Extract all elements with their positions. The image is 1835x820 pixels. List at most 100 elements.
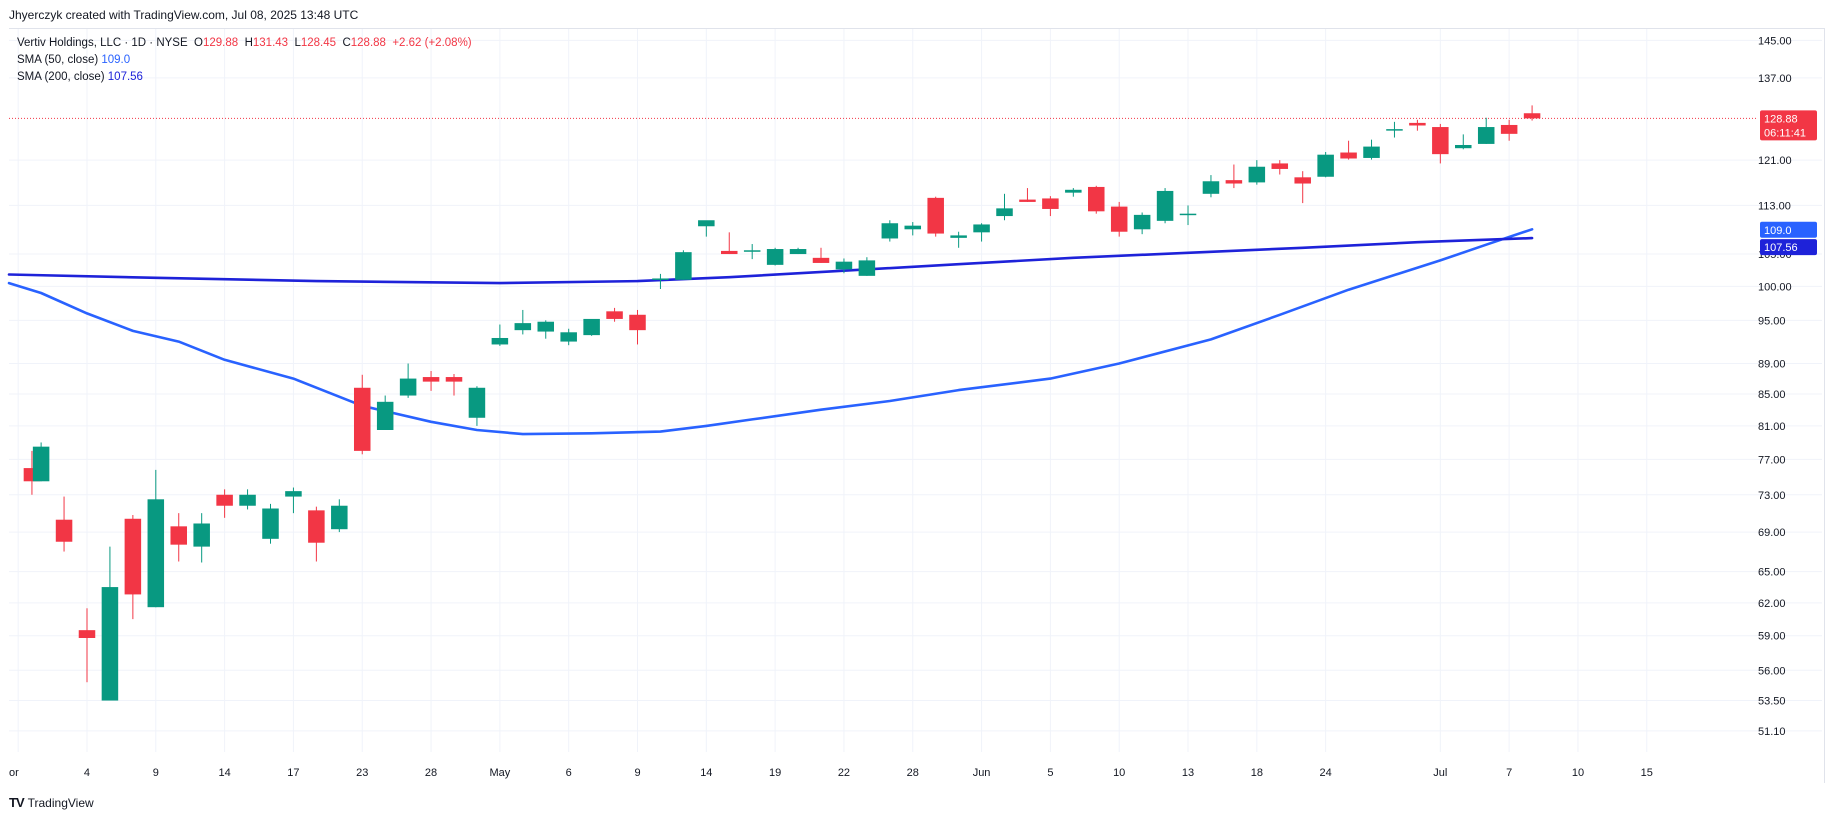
candle bbox=[101, 546, 119, 701]
last-price-tag-text: 06:11:41 bbox=[1764, 127, 1806, 139]
candle-body bbox=[904, 225, 922, 230]
y-tick-label: 81.00 bbox=[1758, 421, 1786, 433]
candle-body bbox=[1065, 189, 1082, 193]
candle-body bbox=[262, 508, 279, 539]
x-tick-label: 15 bbox=[1641, 767, 1653, 779]
legend-change: +2.62 (+2.08%) bbox=[392, 37, 472, 49]
candle-body bbox=[1317, 154, 1334, 177]
candle bbox=[904, 222, 922, 236]
tradingview-brand[interactable]: TV TradingView bbox=[9, 795, 94, 810]
candle-body bbox=[1133, 214, 1151, 230]
candle-body bbox=[331, 505, 348, 530]
candle-body bbox=[1455, 144, 1472, 149]
candle bbox=[239, 489, 256, 510]
candle bbox=[698, 220, 715, 237]
candle bbox=[55, 496, 73, 552]
candle bbox=[537, 320, 555, 339]
candle-body bbox=[1271, 163, 1289, 169]
candle bbox=[124, 515, 142, 620]
y-tick-label: 65.00 bbox=[1758, 567, 1786, 579]
candle-body bbox=[170, 526, 187, 545]
candle bbox=[262, 503, 279, 544]
chart-legend: Vertiv Holdings, LLC · 1D · NYSE O129.88… bbox=[17, 35, 472, 86]
candle bbox=[1271, 160, 1289, 175]
candle-body bbox=[560, 332, 577, 342]
candle-body bbox=[308, 510, 325, 543]
candle bbox=[491, 324, 509, 346]
y-tick-label: 145.00 bbox=[1758, 35, 1792, 47]
x-tick-label: Jun bbox=[973, 767, 991, 779]
candle bbox=[1110, 201, 1128, 237]
candle-body bbox=[55, 519, 73, 542]
x-tick-label: 14 bbox=[218, 767, 230, 779]
candle bbox=[1409, 119, 1426, 131]
y-tick-label: 69.00 bbox=[1758, 527, 1786, 539]
candle bbox=[743, 244, 761, 260]
legend-low-label: L bbox=[294, 37, 301, 49]
candle bbox=[881, 220, 899, 242]
x-tick-label: 7 bbox=[1506, 767, 1512, 779]
candle bbox=[399, 363, 417, 398]
x-tick-label: 13 bbox=[1182, 767, 1194, 779]
candle-body bbox=[675, 252, 692, 280]
candle-body bbox=[583, 318, 600, 336]
candle bbox=[32, 442, 50, 482]
sma200-tag-text: 107.56 bbox=[1764, 242, 1798, 254]
tradingview-brand-label: TradingView bbox=[27, 795, 94, 810]
candle bbox=[422, 371, 440, 391]
x-tick-label: 5 bbox=[1047, 767, 1053, 779]
candle-body bbox=[1179, 213, 1197, 216]
candle-body bbox=[353, 387, 371, 451]
candle bbox=[720, 232, 738, 255]
candle bbox=[468, 386, 486, 426]
candle bbox=[675, 250, 692, 280]
candle bbox=[1225, 164, 1243, 189]
candle bbox=[606, 307, 623, 322]
candle bbox=[1455, 134, 1472, 150]
chart-credit: Jhyerczyk created with TradingView.com, … bbox=[9, 8, 359, 22]
legend-sma200-value: 107.56 bbox=[107, 71, 143, 83]
x-tick-label: 17 bbox=[287, 767, 299, 779]
legend-sma50-row[interactable]: SMA (50, close) 109.0 bbox=[17, 52, 472, 69]
y-tick-label: 77.00 bbox=[1758, 454, 1786, 466]
candle bbox=[1340, 140, 1357, 160]
candle bbox=[1248, 160, 1266, 185]
candle-body bbox=[606, 311, 623, 319]
candle-body bbox=[147, 499, 165, 608]
legend-sma50-value: 109.0 bbox=[101, 54, 131, 66]
candle-body bbox=[1088, 186, 1105, 212]
legend-sma200-row[interactable]: SMA (200, close) 107.56 bbox=[17, 69, 472, 86]
y-tick-label: 100.00 bbox=[1758, 281, 1792, 293]
candle-body bbox=[468, 387, 486, 418]
y-tick-label: 113.00 bbox=[1758, 200, 1791, 212]
candle bbox=[1065, 188, 1082, 197]
last-price-tag-text: 128.88 bbox=[1764, 113, 1798, 125]
y-tick-label: 95.00 bbox=[1758, 315, 1786, 327]
candle-body bbox=[422, 377, 440, 382]
candle-body bbox=[996, 208, 1013, 217]
y-tick-label: 51.10 bbox=[1758, 726, 1786, 738]
candle-body bbox=[835, 261, 853, 270]
candle-body bbox=[629, 314, 646, 331]
chart-frame bbox=[9, 28, 1825, 783]
chart-grid bbox=[9, 29, 1822, 752]
candle-body bbox=[124, 518, 142, 595]
candle-body bbox=[858, 260, 876, 276]
candle-body bbox=[216, 494, 233, 506]
candle-body bbox=[743, 250, 761, 252]
candle-body bbox=[1019, 199, 1036, 202]
candle bbox=[147, 469, 165, 608]
candle-body bbox=[285, 491, 302, 497]
candle-body bbox=[376, 401, 394, 430]
legend-symbol-row: Vertiv Holdings, LLC · 1D · NYSE O129.88… bbox=[17, 35, 472, 52]
candle bbox=[1317, 151, 1334, 178]
candle bbox=[216, 489, 233, 518]
candle bbox=[376, 395, 394, 430]
candle bbox=[766, 247, 784, 266]
candle bbox=[353, 374, 371, 455]
candle-body bbox=[1523, 113, 1541, 119]
legend-low-value: 128.45 bbox=[300, 37, 337, 49]
candle-body bbox=[1042, 198, 1059, 209]
y-tick-label: 56.00 bbox=[1758, 665, 1786, 677]
